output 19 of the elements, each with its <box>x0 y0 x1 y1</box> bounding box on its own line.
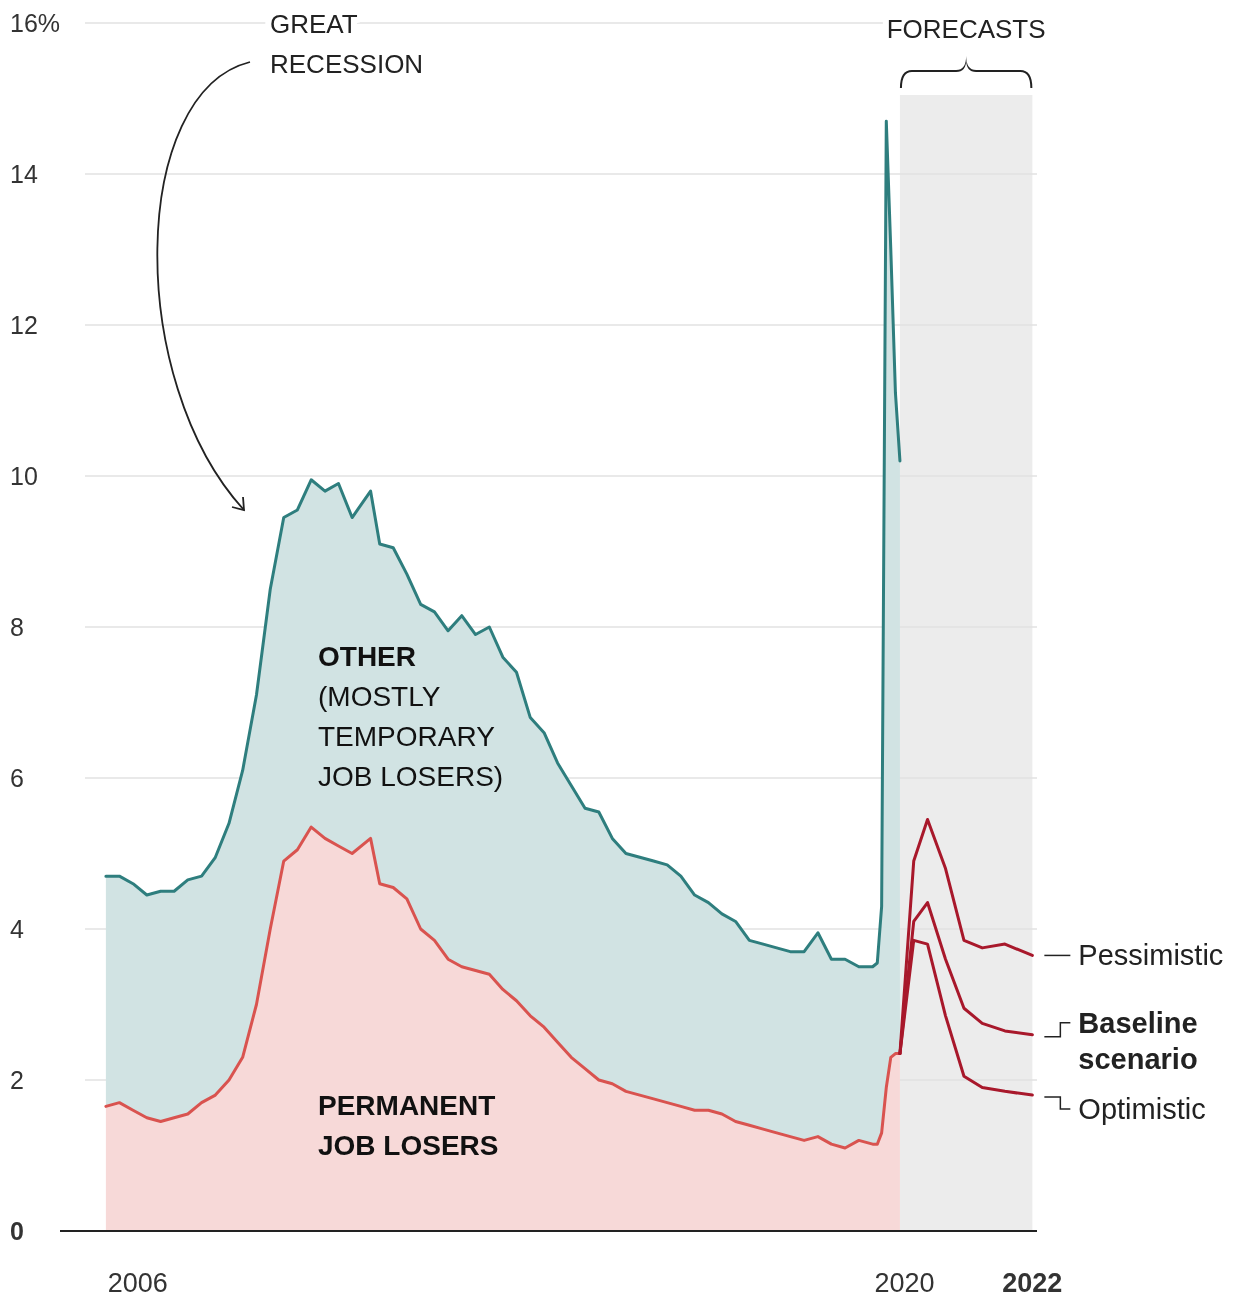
series-label: OTHER (MOSTLY TEMPORARY JOB LOSERS) <box>318 641 504 792</box>
y-tick-label: 2 <box>10 1065 24 1094</box>
series-label: Baseline scenario <box>1078 1006 1198 1075</box>
y-tick-label: 12 <box>10 310 38 339</box>
series-label: PERMANENT JOB LOSERS <box>318 1090 499 1161</box>
x-tick-label: 2020 <box>874 1268 935 1297</box>
x-tick-label: 2022 <box>1002 1268 1063 1297</box>
y-tick-label: 16% <box>10 8 61 37</box>
series-label: Optimistic <box>1078 1093 1206 1126</box>
series-label: Pessimistic <box>1078 939 1224 972</box>
y-tick-label: 0 <box>10 1216 24 1245</box>
y-tick-label: 6 <box>10 763 24 792</box>
y-tick-label: 10 <box>10 461 38 490</box>
annotation: GREAT RECESSION <box>270 9 424 79</box>
x-tick-label: 2006 <box>107 1268 168 1297</box>
y-tick-label: 8 <box>10 612 24 641</box>
y-tick-label: 14 <box>10 159 38 188</box>
band-label: FORECASTS <box>886 14 1046 44</box>
y-tick-label: 4 <box>10 914 24 943</box>
